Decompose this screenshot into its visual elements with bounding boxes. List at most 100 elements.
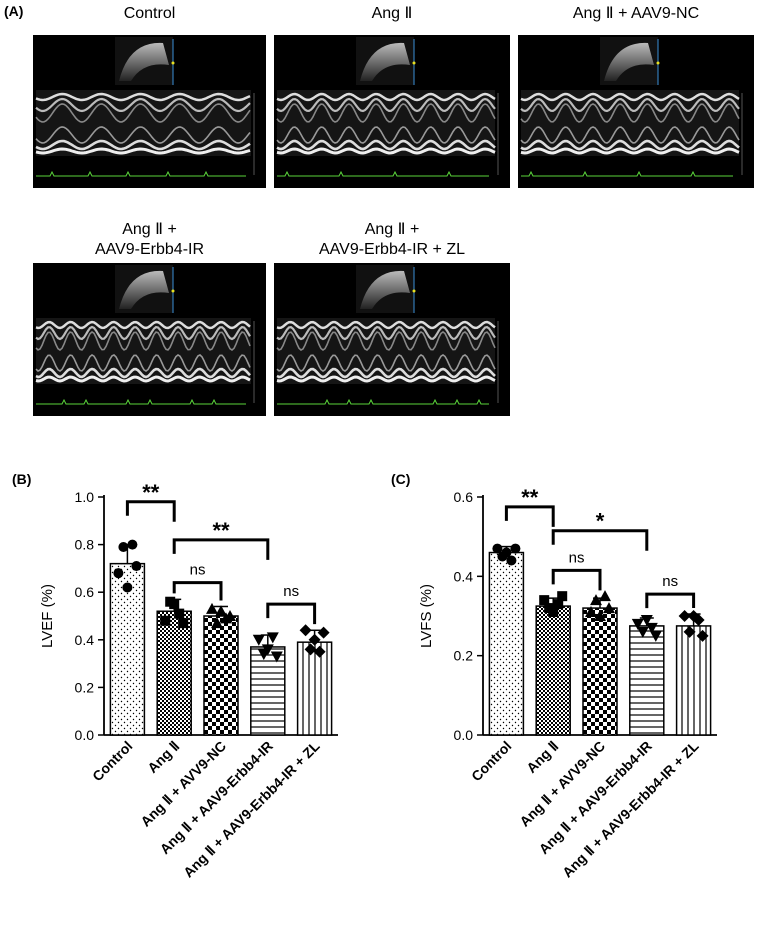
y-tick-label: 1.0	[75, 489, 95, 505]
data-point	[492, 543, 503, 554]
data-point	[178, 618, 189, 629]
ecg-trace	[36, 398, 246, 405]
y-tick-label: 0.8	[75, 537, 95, 553]
data-point	[215, 605, 227, 617]
significance-bracket	[551, 568, 602, 591]
echo-wall-trace	[35, 139, 251, 151]
data-point	[631, 618, 644, 630]
significance-label: *	[596, 509, 605, 534]
significance-bracket	[266, 602, 317, 625]
echo-wall-trace	[520, 147, 740, 155]
echo-sector	[604, 42, 654, 81]
x-tick-label: Control	[468, 738, 515, 785]
echo-wall-trace	[276, 354, 496, 372]
echo-title-4-line-1: Ang Ⅱ +	[122, 221, 177, 238]
echo-wall-trace	[276, 126, 496, 144]
data-point	[160, 615, 171, 626]
panel-label: (B)	[12, 471, 31, 487]
echo-image-control	[33, 35, 266, 188]
echo-sector	[360, 270, 410, 309]
echo-wall-trace	[520, 126, 740, 144]
y-tick-label: 0.0	[75, 727, 95, 743]
echo-sector	[119, 270, 169, 309]
echo-title-5-line-2: AAV9-Erbb4-IR + ZL	[319, 241, 465, 258]
data-point	[506, 555, 517, 566]
echo-marker	[412, 61, 416, 65]
significance-label: ns	[662, 573, 678, 590]
echo-wall-trace	[276, 331, 496, 351]
data-point	[118, 541, 129, 552]
y-tick-label: 0.6	[454, 489, 474, 505]
echo-wall-trace	[35, 126, 251, 144]
echo-wall-trace	[276, 139, 496, 151]
bar	[250, 646, 286, 736]
echo-title-4-line-2: AAV9-Erbb4-IR	[94, 241, 205, 258]
data-point	[649, 630, 662, 642]
x-tick-label: Ang Ⅱ + AVV9-NC	[516, 738, 608, 830]
data-point	[304, 643, 317, 656]
echo-wall-trace	[35, 147, 251, 155]
echo-wall-trace	[35, 325, 251, 341]
significance-label: **	[521, 485, 539, 510]
y-axis-label: LVFS (%)	[418, 584, 435, 648]
echo-marker	[412, 289, 416, 293]
data-point	[308, 633, 321, 646]
data-point	[557, 591, 568, 602]
data-point	[266, 632, 279, 644]
significance-bracket	[172, 538, 270, 560]
data-point	[645, 622, 658, 634]
data-point	[313, 645, 326, 658]
data-point	[122, 582, 133, 593]
data-point	[585, 606, 597, 618]
data-point	[127, 539, 138, 550]
data-point	[501, 547, 512, 558]
data-point	[261, 644, 274, 656]
data-point	[206, 602, 218, 614]
echo-title-3: Ang Ⅱ + AAV9-NC	[572, 5, 700, 22]
echo-image-ang-ii	[274, 35, 510, 188]
data-point	[548, 607, 559, 618]
x-tick-label: Ang Ⅱ + AVV9-NC	[137, 738, 229, 830]
echo-wall-trace	[35, 367, 251, 379]
data-point	[174, 608, 185, 619]
echo-wall-trace	[35, 92, 251, 102]
data-point	[270, 651, 283, 663]
significance-label: **	[212, 518, 230, 543]
echo-sector	[360, 42, 410, 81]
significance-bracket	[125, 500, 176, 522]
echo-wall-trace	[35, 103, 251, 123]
bar	[582, 607, 618, 736]
data-point	[603, 602, 615, 614]
significance-label: **	[142, 480, 160, 505]
bar	[156, 610, 192, 736]
echo-title-5-line-1: Ang Ⅱ +	[364, 221, 420, 238]
echo-wall-trace	[520, 92, 740, 102]
y-tick-label: 0.6	[75, 584, 95, 600]
y-axis-label: LVEF (%)	[39, 584, 56, 648]
y-tick-label: 0.4	[454, 568, 474, 584]
echo-wall-trace	[276, 147, 496, 155]
data-point	[590, 594, 602, 606]
bar	[629, 625, 665, 736]
echo-wall-trace	[520, 97, 740, 113]
echo-marker	[171, 289, 175, 293]
echo-wall-trace	[520, 139, 740, 151]
echo-sector	[119, 42, 169, 81]
x-tick-label: Control	[89, 738, 136, 785]
echo-wall-trace	[35, 331, 251, 351]
significance-label: ns	[569, 549, 585, 566]
ecg-trace	[521, 170, 733, 177]
ecg-trace	[277, 170, 489, 177]
data-point	[131, 561, 142, 572]
significance-label: ns	[190, 562, 206, 579]
significance-bracket	[172, 581, 223, 601]
significance-bracket	[504, 505, 555, 527]
echo-image-aav9-erbb4-ir-zl	[274, 263, 510, 416]
echo-marker	[171, 61, 175, 65]
echo-wall-trace	[276, 375, 496, 383]
data-point	[553, 599, 564, 610]
echo-title-1: Control	[123, 5, 176, 22]
data-point	[211, 617, 223, 629]
echo-wall-trace	[35, 320, 251, 330]
data-point	[299, 624, 312, 637]
